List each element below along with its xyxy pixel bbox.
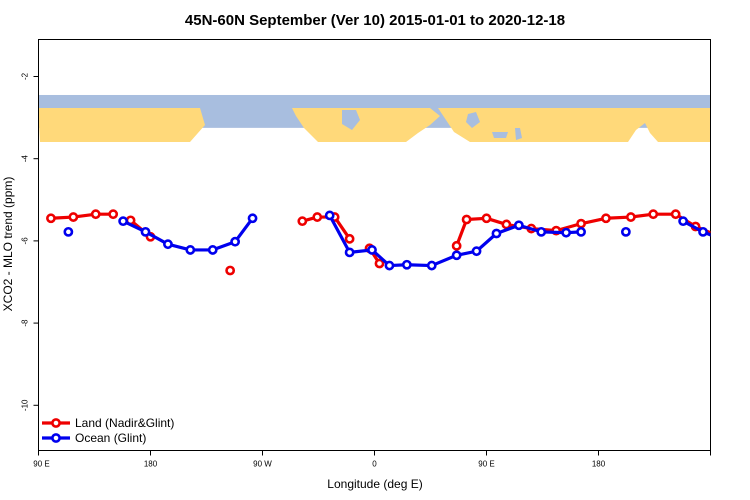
data-point: [374, 258, 385, 269]
y-tick-label: -10: [21, 399, 30, 411]
data-point: [451, 250, 462, 261]
legend-item: Land (Nadir&Glint): [42, 416, 174, 430]
legend-label: Ocean (Glint): [75, 431, 146, 445]
series-layer: [46, 209, 734, 276]
data-point: [367, 245, 377, 255]
data-point: [451, 240, 462, 251]
data-point: [324, 210, 335, 221]
data-point: [625, 212, 636, 222]
data-point: [648, 209, 659, 220]
legend-marker: [51, 418, 61, 428]
data-point: [698, 226, 708, 237]
map-land-europe-asia: [438, 108, 711, 142]
legend-marker: [51, 433, 61, 443]
map-land-north-america: [292, 108, 440, 142]
map-water-caspian: [515, 128, 522, 140]
data-point: [471, 246, 482, 257]
data-point: [225, 265, 236, 276]
data-point: [601, 213, 611, 224]
data-point: [163, 239, 173, 250]
y-tick-label: -2: [21, 72, 30, 80]
data-point: [561, 227, 572, 238]
data-point: [384, 260, 395, 271]
x-tick-label: 90 W: [253, 460, 272, 469]
map-land-eurasia: [38, 108, 205, 142]
data-point: [140, 226, 151, 237]
legend: Land (Nadir&Glint)Ocean (Glint): [42, 416, 174, 445]
data-point: [108, 209, 119, 220]
data-point: [247, 213, 258, 224]
x-axis: 90 E 180 90 W 0 90 E 180: [33, 450, 711, 469]
data-point: [118, 216, 129, 227]
data-point: [312, 212, 323, 222]
legend-label: Land (Nadir&Glint): [75, 416, 174, 430]
series-ocean: [63, 210, 734, 271]
map-water-baltic: [466, 112, 480, 128]
data-point: [63, 226, 74, 237]
data-point: [678, 216, 689, 227]
data-point: [207, 245, 218, 255]
map-water-hudson-bay: [342, 110, 360, 130]
x-tick-label: 90 E: [33, 460, 49, 469]
chart-title: 45N-60N September (Ver 10) 2015-01-01 to…: [185, 12, 565, 29]
x-axis-label: Longitude (deg E): [327, 477, 422, 491]
x-tick-label: 0: [372, 460, 377, 469]
data-point: [68, 212, 79, 222]
data-point: [727, 239, 734, 246]
map-land-japan: [112, 118, 121, 138]
data-point: [46, 213, 56, 224]
data-point: [461, 214, 472, 225]
y-tick-label: -8: [21, 319, 30, 327]
x-tick-label: 180: [144, 460, 158, 469]
data-point: [576, 226, 586, 237]
data-point: [501, 219, 512, 230]
series-line: [300, 215, 352, 241]
world-map-strip: [38, 94, 711, 142]
y-axis-label: XCO2 - MLO trend (ppm): [1, 177, 15, 312]
data-point: [401, 259, 412, 270]
y-tick-label: -6: [21, 237, 30, 245]
y-axis: -10 -8 -6 -4 -2: [21, 72, 39, 411]
data-point: [620, 226, 631, 237]
y-tick-label: -4: [21, 155, 30, 163]
data-point: [344, 247, 355, 258]
x-tick-label: 180: [592, 460, 606, 469]
data-point: [491, 228, 502, 239]
data-point: [481, 213, 492, 224]
data-point: [297, 216, 308, 227]
x-tick-label: 90 E: [478, 460, 494, 469]
map-water-black-sea: [492, 132, 508, 138]
data-point: [426, 260, 437, 271]
data-point: [536, 226, 547, 237]
data-point: [670, 209, 681, 220]
data-point: [344, 233, 355, 244]
data-point: [717, 233, 724, 240]
data-point: [513, 220, 524, 231]
data-point: [230, 236, 241, 247]
data-point: [90, 209, 101, 220]
legend-item: Ocean (Glint): [42, 431, 146, 445]
series-line: [49, 212, 115, 220]
data-point: [185, 245, 196, 255]
data-point: [576, 218, 586, 229]
